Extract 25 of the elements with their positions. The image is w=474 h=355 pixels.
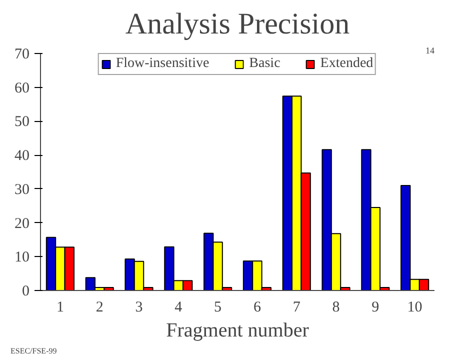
y-tick-label: 0: [22, 284, 30, 300]
x-tick-label: 5: [214, 300, 222, 316]
y-tick-label: 50: [14, 114, 30, 130]
x-tick-label: 9: [372, 300, 380, 316]
x-axis-title: Fragment number: [166, 320, 310, 342]
x-tick-label: 1: [56, 300, 64, 316]
annotation: 14: [426, 46, 435, 56]
legend-label: Flow-insensitive: [116, 56, 210, 72]
y-tick-label: 70: [14, 46, 30, 62]
y-tick-label: 40: [14, 148, 30, 164]
x-tick-label: 2: [96, 300, 104, 316]
chart-title: Analysis Precision: [125, 8, 350, 40]
text: ESEC/FSE-99: [10, 346, 57, 355]
x-tick-label: 10: [407, 300, 422, 316]
y-tick-label: 30: [14, 182, 30, 198]
y-tick-label: 10: [14, 250, 30, 266]
x-tick-label: 6: [253, 300, 262, 316]
x-tick-label: 3: [135, 300, 143, 316]
legend-label: Extended: [320, 56, 374, 72]
x-tick-label: 8: [332, 300, 340, 316]
y-tick-label: 60: [14, 80, 30, 96]
x-tick-label: 7: [292, 300, 301, 316]
y-tick-label: 20: [14, 216, 30, 232]
legend-label: Basic: [249, 56, 280, 72]
x-tick-label: 4: [174, 300, 183, 316]
